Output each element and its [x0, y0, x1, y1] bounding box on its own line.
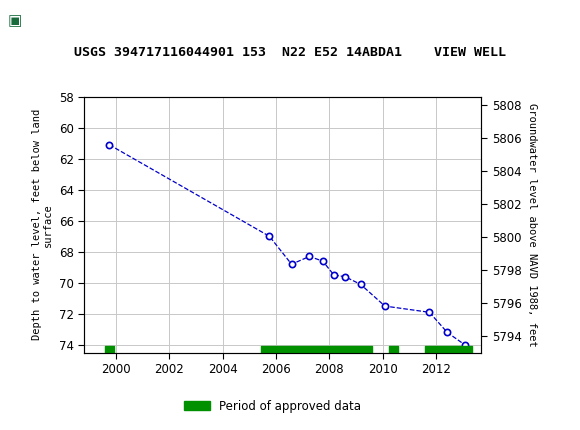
Text: USGS: USGS — [67, 12, 122, 29]
Bar — [6, 3, 61, 37]
Legend: Period of approved data: Period of approved data — [179, 395, 366, 418]
Y-axis label: Depth to water level, feet below land
surface: Depth to water level, feet below land su… — [31, 109, 53, 340]
Text: ▣: ▣ — [8, 13, 22, 28]
Text: USGS 394717116044901 153  N22 E52 14ABDA1    VIEW WELL: USGS 394717116044901 153 N22 E52 14ABDA1… — [74, 46, 506, 58]
Y-axis label: Groundwater level above NAVD 1988, feet: Groundwater level above NAVD 1988, feet — [527, 103, 537, 347]
